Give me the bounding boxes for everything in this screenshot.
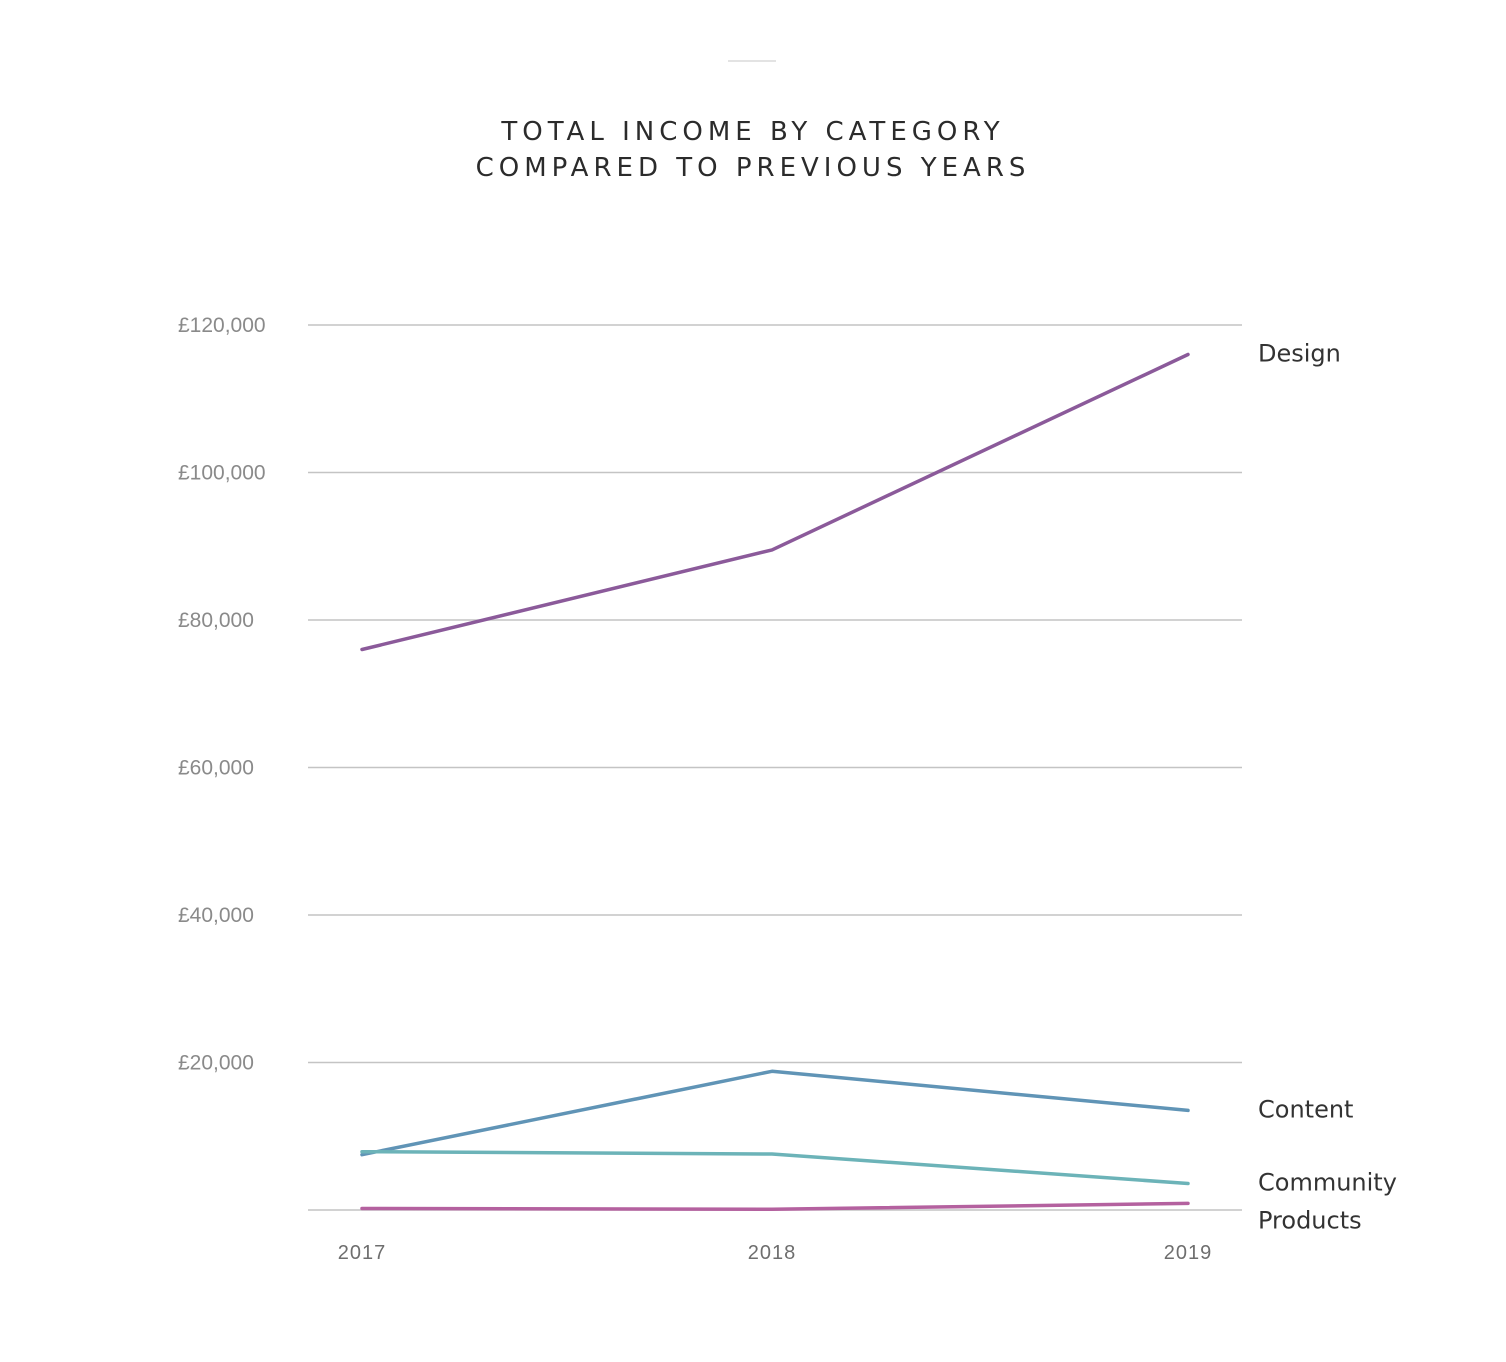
gridlines bbox=[308, 324, 1242, 1211]
series-line-design bbox=[360, 352, 1190, 652]
x-tick-label: 2018 bbox=[748, 1242, 797, 1264]
series-line-content bbox=[360, 1069, 1190, 1157]
y-tick-label: £80,000 bbox=[178, 609, 254, 632]
series-line-community bbox=[360, 1149, 1190, 1186]
chart-title-line-2: COMPARED TO PREVIOUS YEARS bbox=[475, 153, 1031, 183]
y-axis-ticks: £20,000 £40,000 £60,000 £80,000 £100,000 £120… bbox=[178, 314, 266, 1075]
series-lines bbox=[360, 352, 1190, 1212]
chart-title-line-1: TOTAL INCOME BY CATEGORY bbox=[501, 117, 1005, 147]
x-tick-label: 2017 bbox=[338, 1242, 387, 1264]
y-tick-label: £20,000 bbox=[178, 1052, 254, 1075]
y-tick-label: £120,000 bbox=[178, 314, 266, 337]
series-line-products bbox=[360, 1201, 1190, 1212]
y-tick-label: £60,000 bbox=[178, 757, 254, 780]
x-tick-label: 2019 bbox=[1164, 1242, 1213, 1264]
series-label-content: Content bbox=[1258, 1095, 1353, 1123]
chart-title: TOTAL INCOME BY CATEGORY COMPARED TO PRE… bbox=[0, 114, 1506, 186]
top-divider bbox=[728, 60, 776, 62]
series-label-design: Design bbox=[1258, 340, 1341, 368]
y-tick-label: £100,000 bbox=[178, 462, 266, 485]
series-labels: Design Content Community Products bbox=[1258, 340, 1397, 1235]
series-label-community: Community bbox=[1258, 1168, 1397, 1196]
y-tick-label: £40,000 bbox=[178, 904, 254, 927]
series-label-products: Products bbox=[1258, 1206, 1362, 1234]
x-axis-ticks: 2017 2018 2019 bbox=[338, 1242, 1213, 1264]
